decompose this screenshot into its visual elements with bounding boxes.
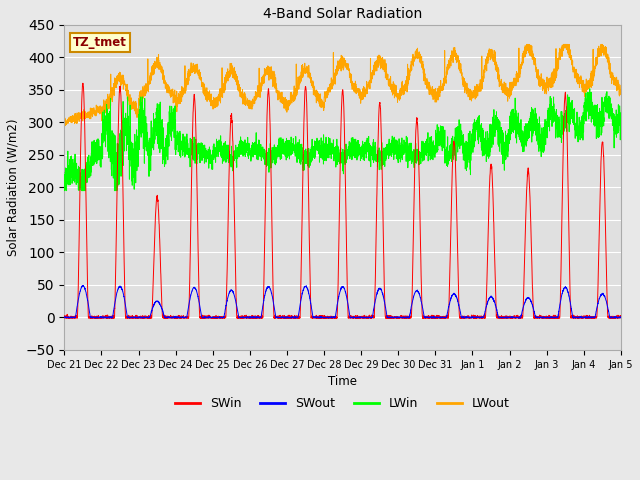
Text: TZ_tmet: TZ_tmet: [73, 36, 127, 49]
Legend: SWin, SWout, LWin, LWout: SWin, SWout, LWin, LWout: [170, 392, 515, 415]
Title: 4-Band Solar Radiation: 4-Band Solar Radiation: [263, 7, 422, 21]
Y-axis label: Solar Radiation (W/m2): Solar Radiation (W/m2): [7, 119, 20, 256]
X-axis label: Time: Time: [328, 375, 357, 388]
